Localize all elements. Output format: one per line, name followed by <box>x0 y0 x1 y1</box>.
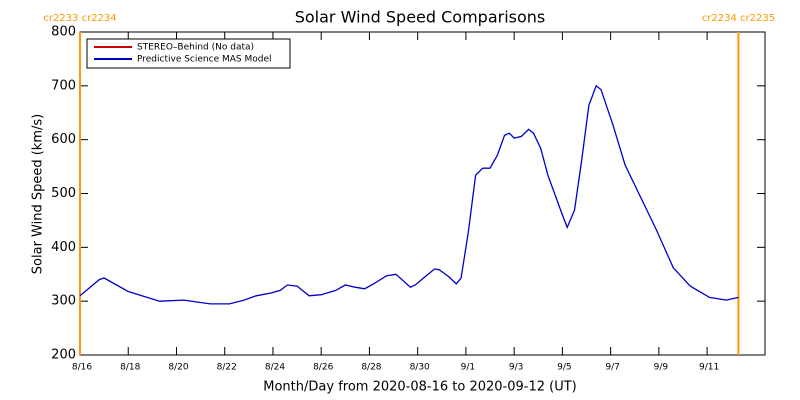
x-axis-label: Month/Day from 2020-08-16 to 2020-09-12 … <box>263 380 576 395</box>
x-tick-label: 8/16 <box>72 363 92 373</box>
legend-label: STEREO–Behind (No data) <box>137 43 254 53</box>
x-tick-label: 8/20 <box>168 363 188 373</box>
x-tick-label: 9/11 <box>699 363 719 373</box>
x-tick-label: 9/7 <box>605 363 619 373</box>
y-tick-label: 300 <box>51 294 76 309</box>
y-tick-label: 600 <box>51 132 76 147</box>
x-tick-label: 8/30 <box>410 363 430 373</box>
x-tick-label: 9/5 <box>557 363 571 373</box>
y-tick-label: 400 <box>51 240 76 255</box>
y-tick-label: 500 <box>51 186 76 201</box>
x-tick-label: 8/28 <box>361 363 381 373</box>
x-tick-label: 9/9 <box>654 363 669 373</box>
x-tick-label: 8/26 <box>313 363 333 373</box>
chart-title: Solar Wind Speed Comparisons <box>295 8 546 27</box>
legend-label: Predictive Science MAS Model <box>137 55 272 65</box>
rotation-label: cr2233 cr2234 <box>43 13 116 24</box>
rotation-label: cr2234 cr2235 <box>702 13 775 24</box>
x-tick-label: 8/22 <box>217 363 237 373</box>
y-tick-label: 800 <box>51 25 76 40</box>
legend-box <box>86 38 291 69</box>
y-tick-label: 700 <box>51 78 76 93</box>
y-axis-label: Solar Wind Speed (km/s) <box>31 114 46 274</box>
x-tick-label: 8/18 <box>120 363 140 373</box>
x-tick-label: 8/24 <box>265 363 285 373</box>
y-tick-label: 200 <box>51 348 76 363</box>
series-line <box>79 84 739 305</box>
x-tick-label: 9/3 <box>509 363 523 373</box>
x-tick-label: 9/1 <box>461 363 475 373</box>
